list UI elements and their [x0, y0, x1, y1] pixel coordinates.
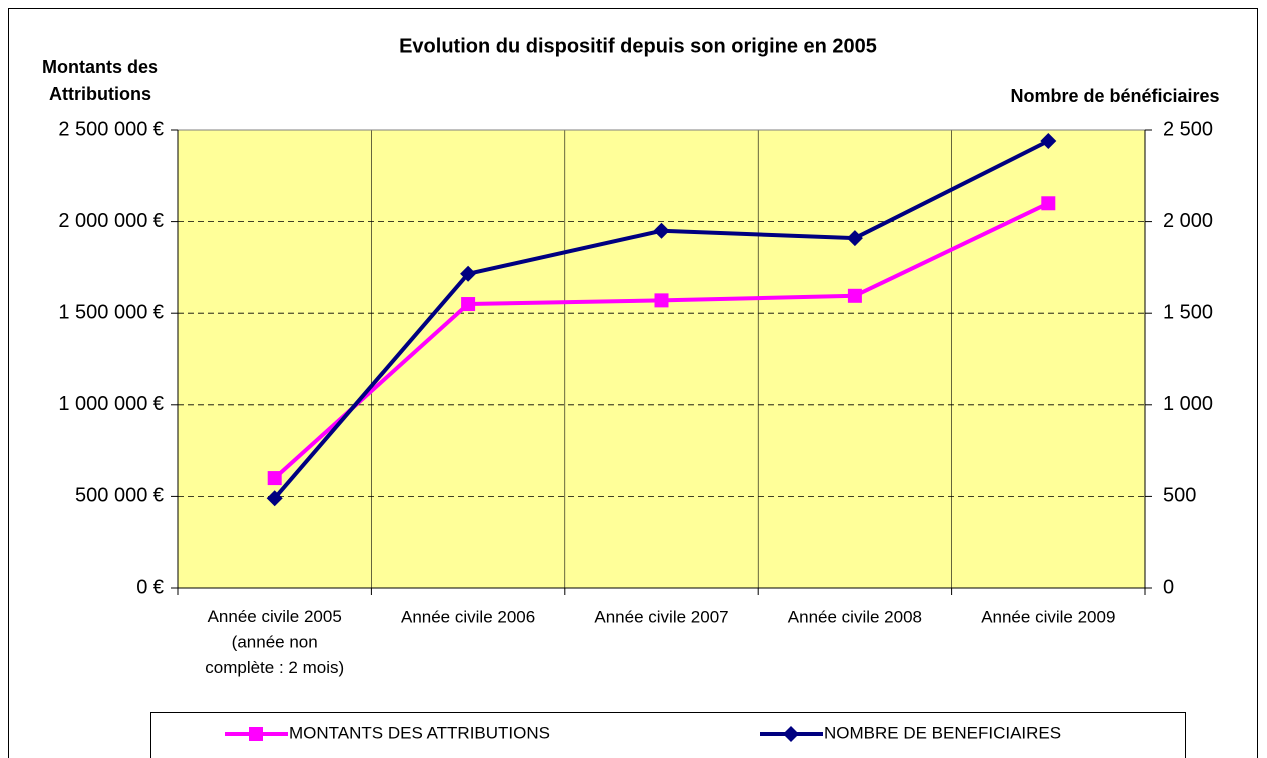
marker [460, 265, 477, 282]
marker [267, 471, 282, 486]
legend-marker [249, 727, 263, 741]
marker [847, 288, 862, 303]
marker [1040, 132, 1057, 149]
y-tick-label: 2 000 000 € [58, 210, 164, 232]
marker [266, 490, 283, 507]
marker [846, 230, 863, 247]
y-axis-title: Montants des Attributions [42, 57, 158, 104]
y2-tick-label: 500 [1163, 485, 1196, 507]
y2-tick-label: 1 000 [1163, 393, 1213, 415]
legend-label: MONTANTS DES ATTRIBUTIONS [289, 723, 550, 742]
y2-axis-title: Nombre de bénéficiaires [1010, 86, 1219, 106]
y2-tick-label: 2 500 [1163, 118, 1213, 140]
y-tick-label: 1 000 000 € [58, 393, 164, 415]
legend-marker [783, 726, 799, 742]
chart-title: Evolution du dispositif depuis son origi… [399, 35, 877, 57]
legend-box [150, 712, 1186, 758]
y-tick-label: 1 500 000 € [58, 301, 164, 323]
y-tick-label: 2 500 000 € [58, 118, 164, 140]
marker [1041, 196, 1056, 211]
x-tick-label: Année civile 2005 (année non complète : 2 … [205, 607, 344, 677]
y2-tick-label: 0 [1163, 576, 1174, 598]
x-tick-label: Année civile 2007 [594, 607, 728, 626]
y2-tick-label: 1 500 [1163, 301, 1213, 323]
x-tick-label: Année civile 2009 [981, 607, 1115, 626]
legend-label: NOMBRE DE BENEFICIAIRES [824, 723, 1061, 742]
y2-tick-label: 2 000 [1163, 210, 1213, 232]
y-tick-label: 0 € [136, 576, 164, 598]
marker [654, 293, 669, 308]
marker [461, 297, 476, 312]
plot-area [178, 130, 1145, 588]
x-tick-label: Année civile 2006 [401, 607, 535, 626]
x-tick-label: Année civile 2008 [788, 607, 922, 626]
marker [653, 222, 670, 239]
y-tick-label: 500 000 € [75, 485, 164, 507]
